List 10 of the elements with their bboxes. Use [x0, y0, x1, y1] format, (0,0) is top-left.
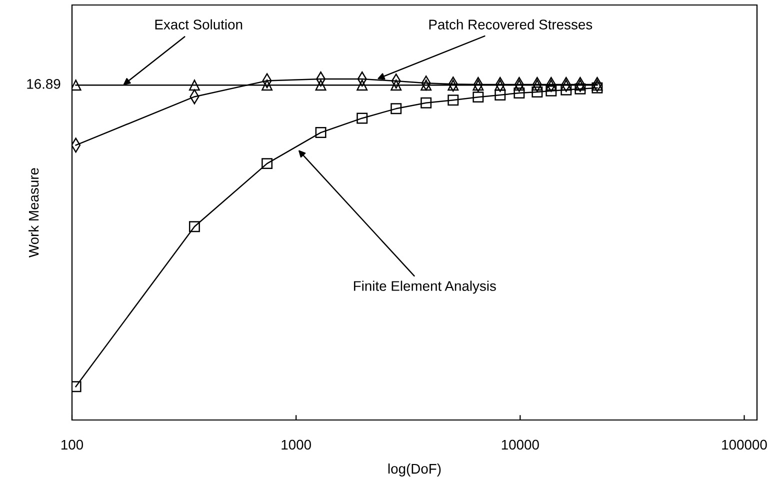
x-tick-label: 100	[61, 440, 84, 450]
annotation: Exact Solution	[155, 19, 242, 30]
annotation: Finite Element Analysis	[354, 280, 496, 294]
text: 16.89	[27, 79, 60, 89]
x-tick-label: 1000	[282, 440, 311, 450]
x-axis-title: log(DoF)	[388, 464, 441, 476]
x-tick-label: 10000	[502, 440, 539, 450]
annotation: Patch Recovered Stresses	[429, 19, 592, 30]
x-tick-label: 100000	[722, 440, 767, 450]
y-axis-title: Work Measure	[28, 168, 39, 258]
